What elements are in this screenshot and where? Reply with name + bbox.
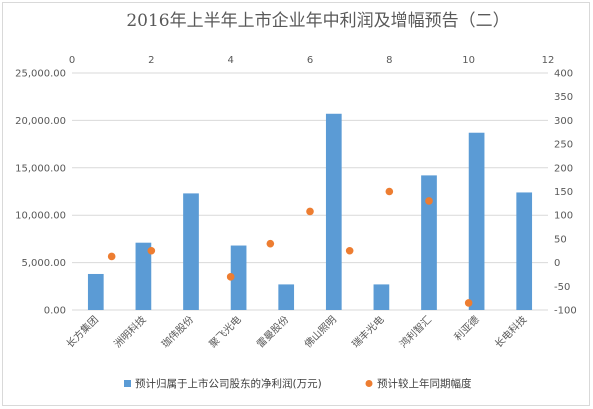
right-tick-label: 300 — [554, 116, 573, 127]
legend: 预计归属于上市公司股东的净利润(万元) 预计较上年同期幅度 — [124, 377, 472, 390]
left-tick-label: 5,000.00 — [21, 258, 66, 269]
top-tick-label: 10 — [462, 55, 475, 66]
category-label: 长方集团 — [63, 313, 100, 350]
bar — [183, 193, 199, 310]
top-tick-label: 6 — [307, 55, 313, 66]
bar-series — [87, 113, 533, 310]
right-tick-label: 250 — [554, 140, 573, 151]
scatter-point — [345, 246, 354, 255]
right-tick-label: 0 — [554, 258, 560, 269]
right-tick-label: 50 — [554, 234, 567, 245]
left-axis: 0.00 5,000.00 10,000.00 15,000.00 20,000.00 2… — [15, 69, 66, 317]
right-tick-label: -50 — [554, 282, 570, 293]
scatter-point — [107, 252, 116, 261]
right-tick-label: 400 — [554, 69, 573, 80]
bar — [87, 273, 104, 310]
left-tick-label: 20,000.00 — [15, 116, 66, 127]
category-label: 鸿利智汇 — [397, 313, 434, 350]
top-tick-label: 12 — [542, 55, 555, 66]
category-label: 利亚德 — [451, 313, 481, 343]
left-tick-label: 10,000.00 — [15, 211, 66, 222]
category-label: 瑞丰光电 — [349, 313, 386, 350]
category-label: 雷曼股份 — [255, 314, 292, 351]
category-label: 洲明科技 — [111, 313, 148, 350]
right-tick-label: 350 — [554, 92, 573, 103]
scatter-point — [306, 207, 314, 216]
category-label: 佛山照明 — [301, 313, 338, 350]
bar — [516, 192, 533, 310]
right-tick-label: 150 — [554, 187, 573, 198]
legend-scatter-label: 预计较上年同期幅度 — [377, 377, 472, 390]
bar — [230, 245, 247, 310]
legend-bar-swatch — [124, 380, 131, 387]
category-label: 珈伟股份 — [159, 313, 196, 350]
legend-bar-label: 预计归属于上市公司股东的净利润(万元) — [135, 377, 322, 390]
left-tick-label: 0.00 — [44, 306, 66, 317]
bar — [421, 175, 437, 310]
category-labels: 长方集团 洲明科技 珈伟股份 聚飞光电 雷曼股份 佛山照明 瑞丰光电 鸿利智汇 利亚德 长电科技 — [63, 313, 529, 350]
scatter-point — [464, 299, 473, 307]
bar — [135, 242, 152, 310]
right-tick-label: -100 — [554, 306, 577, 317]
top-tick-label: 2 — [148, 55, 154, 66]
bar — [278, 284, 295, 310]
bar — [373, 284, 390, 310]
top-tick-label: 4 — [227, 55, 233, 66]
chart-title: 2016年上半年上市企业年中利润及增幅预告（二） — [126, 11, 509, 31]
scatter-point — [147, 246, 156, 255]
scatter-point — [226, 273, 235, 281]
chart-frame — [2, 2, 590, 406]
left-tick-label: 25,000.00 — [15, 69, 66, 80]
scatter-point — [425, 197, 433, 205]
scatter-series — [107, 187, 473, 307]
bar — [468, 132, 485, 310]
top-tick-label: 8 — [386, 55, 392, 66]
bar — [325, 113, 342, 310]
grid-lines — [72, 72, 548, 311]
category-label: 长电科技 — [492, 313, 529, 350]
category-label: 聚飞光电 — [206, 313, 243, 350]
top-axis: 0 2 4 6 8 10 12 — [69, 55, 555, 66]
right-tick-label: 100 — [554, 211, 573, 222]
legend-scatter-swatch — [365, 380, 373, 387]
top-tick-label: 0 — [69, 55, 75, 66]
left-tick-label: 15,000.00 — [15, 163, 66, 174]
right-axis: -100 -50 0 50 100 150 200 250 300 350 400 — [554, 69, 577, 317]
right-tick-label: 200 — [554, 163, 573, 174]
scatter-point — [385, 187, 394, 196]
scatter-point — [266, 239, 275, 248]
